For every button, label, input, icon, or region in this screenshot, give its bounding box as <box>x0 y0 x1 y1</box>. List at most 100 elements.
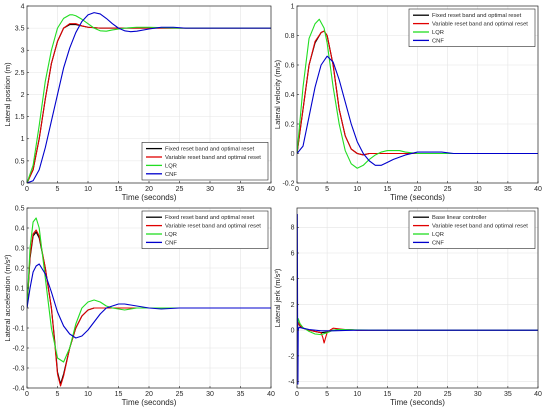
y-tick-label: 0.5 <box>15 205 25 212</box>
y-tick-label: -0.4 <box>12 385 24 392</box>
x-tick-label: 40 <box>267 391 275 398</box>
series-line-4 <box>297 55 538 166</box>
x-tick-label: 35 <box>504 391 512 398</box>
y-axis-ticks: 0 0.5 1 1.5 2 2.5 3 3.5 4 <box>15 3 29 187</box>
y-tick-label: 0.2 <box>285 121 295 128</box>
legend: Fixed reset band and optimal reset Variab… <box>141 210 269 249</box>
legend: Fixed reset band and optimal reset Variab… <box>141 142 269 181</box>
y-tick-label: 4 <box>21 3 25 10</box>
x-tick-label: 15 <box>383 186 391 193</box>
x-tick-label: 40 <box>534 186 542 193</box>
legend: Base linear controller Variable reset ban… <box>408 210 536 249</box>
x-tick-label: 20 <box>414 186 422 193</box>
chart-lateral-position: 0 5 10 15 20 25 30 35 40 0 0.5 1 1.5 2 2.5 3 3.5 4 Time … <box>3 3 275 202</box>
y-axis-ticks: -0.2 0 0.2 0.4 0.6 0.8 1 <box>282 3 299 187</box>
legend-label: Variable reset band and optimal reset <box>165 155 261 161</box>
chart-lateral-jerk: 0 5 10 15 20 25 30 35 40 -4 -2 0 2 4 6 8 Time (seconds… <box>273 207 542 407</box>
legend-label: LQR <box>432 30 444 36</box>
y-tick-label: 0.4 <box>285 92 295 99</box>
x-tick-label: 20 <box>414 391 422 398</box>
legend-label: Fixed reset band and optimal reset <box>432 13 522 19</box>
x-tick-label: 10 <box>353 391 361 398</box>
y-tick-label: 0.3 <box>15 245 25 252</box>
y-axis-label: Lateral acceleration (m/s²) <box>3 254 12 342</box>
y-tick-label: -0.3 <box>12 365 24 372</box>
y-tick-label: 0.2 <box>15 265 25 272</box>
legend-box <box>408 8 536 47</box>
legend-label: CNF <box>432 240 444 246</box>
series-line-4 <box>27 12 271 183</box>
x-axis-ticks: 0 5 10 15 20 25 30 35 40 <box>25 386 275 398</box>
y-tick-label: 1 <box>291 3 295 10</box>
series-lines <box>27 217 271 387</box>
x-tick-label: 40 <box>534 391 542 398</box>
y-tick-label: 0.8 <box>285 33 295 40</box>
x-tick-label: 0 <box>25 391 29 398</box>
y-tick-label: 0 <box>291 328 295 335</box>
legend-label: LQR <box>165 232 177 238</box>
x-tick-label: 5 <box>325 391 329 398</box>
x-tick-label: 30 <box>206 391 214 398</box>
x-tick-label: 10 <box>353 186 361 193</box>
series-lines <box>27 12 271 183</box>
y-tick-label: -0.1 <box>12 325 24 332</box>
y-axis-label: Lateral velocity (m/s) <box>273 59 282 129</box>
y-tick-label: 0 <box>21 305 25 312</box>
x-tick-label: 20 <box>145 391 153 398</box>
x-tick-label: 25 <box>444 186 452 193</box>
legend-label: Base linear controller <box>432 215 487 221</box>
y-axis-label: Lateral jerk (m/s³) <box>273 268 282 327</box>
y-tick-label: 0 <box>291 151 295 158</box>
series-lines <box>297 18 538 169</box>
y-tick-label: 0.4 <box>15 225 25 232</box>
chart-lateral-velocity: 0 5 10 15 20 25 30 35 40 -0.200.20.40.60.81 Time… <box>273 3 542 202</box>
legend-label: LQR <box>165 163 177 169</box>
series-line-2 <box>297 30 538 156</box>
x-axis-label: Time (seconds) <box>390 193 445 202</box>
y-tick-label: -2 <box>288 353 294 360</box>
x-tick-label: 35 <box>237 391 245 398</box>
series-lines <box>297 213 538 385</box>
x-axis-ticks: 0 5 10 15 20 25 30 35 40 <box>25 181 275 193</box>
legend-label: CNF <box>432 38 444 44</box>
y-tick-label: 8 <box>291 225 295 232</box>
x-tick-label: 10 <box>84 391 92 398</box>
x-axis-label: Time (seconds) <box>122 193 177 202</box>
legend: Fixed reset band and optimal reset Variab… <box>408 8 536 47</box>
x-tick-label: 20 <box>145 186 153 193</box>
y-tick-label: 0.1 <box>15 285 25 292</box>
y-tick-label: 3.5 <box>15 26 25 33</box>
y-axis-ticks: -4 -2 0 2 4 6 8 <box>288 225 299 386</box>
x-tick-label: 30 <box>474 186 482 193</box>
x-tick-label: 0 <box>295 186 299 193</box>
x-tick-label: 40 <box>267 186 275 193</box>
series-line-4 <box>27 263 271 339</box>
legend-label: Fixed reset band and optimal reset <box>165 147 255 153</box>
y-tick-label: 1.5 <box>15 114 25 121</box>
x-tick-label: 10 <box>84 186 92 193</box>
x-axis-label: Time (seconds) <box>122 398 177 407</box>
legend-label: Variable reset band and optimal reset <box>165 224 261 230</box>
series-line-3 <box>27 14 271 183</box>
x-tick-label: 35 <box>504 186 512 193</box>
y-tick-label: 0 <box>21 180 25 187</box>
x-tick-label: 0 <box>25 186 29 193</box>
legend-box <box>408 210 536 249</box>
y-tick-label: 1 <box>21 136 25 143</box>
x-tick-label: 15 <box>115 391 123 398</box>
y-tick-label: 4 <box>291 276 295 283</box>
legend-label: Fixed reset band and optimal reset <box>165 215 255 221</box>
x-tick-label: 15 <box>115 186 123 193</box>
x-tick-label: 25 <box>444 391 452 398</box>
x-tick-label: 30 <box>206 186 214 193</box>
legend-label: Variable reset band and optimal reset <box>432 22 528 28</box>
series-line-3 <box>297 18 538 169</box>
series-line-2 <box>27 229 271 387</box>
y-tick-label: 6 <box>291 250 295 257</box>
legend-box <box>141 142 269 181</box>
legend-label: CNF <box>165 172 177 178</box>
y-tick-label: 2 <box>21 92 25 99</box>
x-tick-label: 5 <box>325 186 329 193</box>
x-tick-label: 25 <box>176 186 184 193</box>
